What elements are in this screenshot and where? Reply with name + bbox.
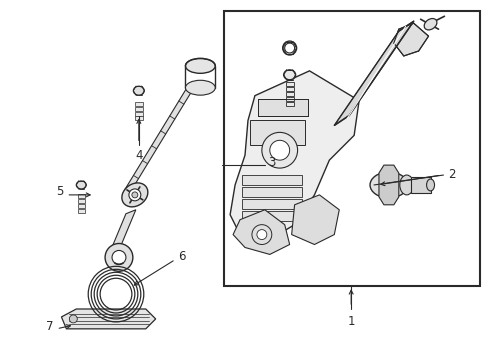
Text: 2: 2 (448, 167, 456, 181)
Circle shape (285, 43, 294, 53)
Text: 1: 1 (347, 315, 355, 328)
Polygon shape (394, 23, 429, 56)
Bar (78, 194, 85, 198)
Circle shape (270, 140, 290, 160)
Ellipse shape (185, 58, 215, 73)
Bar (242, 175, 301, 185)
Bar (286, 102, 294, 105)
Bar (258, 99, 308, 117)
Bar (224, 11, 480, 286)
Ellipse shape (283, 41, 296, 55)
Circle shape (129, 189, 141, 201)
Ellipse shape (122, 183, 148, 207)
Bar (286, 92, 294, 96)
Polygon shape (292, 195, 339, 244)
Polygon shape (334, 21, 414, 125)
Text: 6: 6 (178, 250, 186, 263)
Text: 5: 5 (56, 185, 63, 198)
Bar (411, 177, 431, 193)
Polygon shape (230, 71, 359, 239)
Circle shape (132, 192, 138, 198)
Bar (78, 199, 85, 203)
Ellipse shape (76, 181, 86, 189)
Circle shape (112, 251, 126, 264)
Ellipse shape (133, 86, 144, 95)
Text: 7: 7 (46, 320, 53, 333)
Bar (135, 107, 143, 111)
Circle shape (262, 132, 297, 168)
Ellipse shape (400, 175, 414, 195)
Bar (242, 187, 301, 197)
Bar (286, 87, 294, 91)
Ellipse shape (185, 80, 215, 95)
Circle shape (70, 315, 77, 323)
Polygon shape (124, 86, 193, 193)
Ellipse shape (427, 179, 435, 191)
Bar (242, 199, 301, 209)
Bar (242, 211, 301, 221)
Ellipse shape (424, 18, 437, 30)
Bar (250, 121, 305, 145)
Circle shape (252, 225, 272, 244)
Bar (78, 204, 85, 208)
Polygon shape (61, 309, 156, 329)
Ellipse shape (370, 172, 408, 198)
Circle shape (105, 243, 133, 271)
Polygon shape (379, 165, 399, 205)
Bar (135, 117, 143, 121)
Text: 4: 4 (135, 149, 143, 162)
Bar (135, 102, 143, 105)
Polygon shape (111, 210, 136, 249)
Bar (286, 82, 294, 86)
Ellipse shape (284, 70, 295, 80)
Bar (286, 96, 294, 100)
Polygon shape (233, 210, 290, 255)
Text: 3: 3 (268, 156, 275, 168)
Bar (135, 112, 143, 116)
Bar (78, 209, 85, 213)
Circle shape (257, 230, 267, 239)
